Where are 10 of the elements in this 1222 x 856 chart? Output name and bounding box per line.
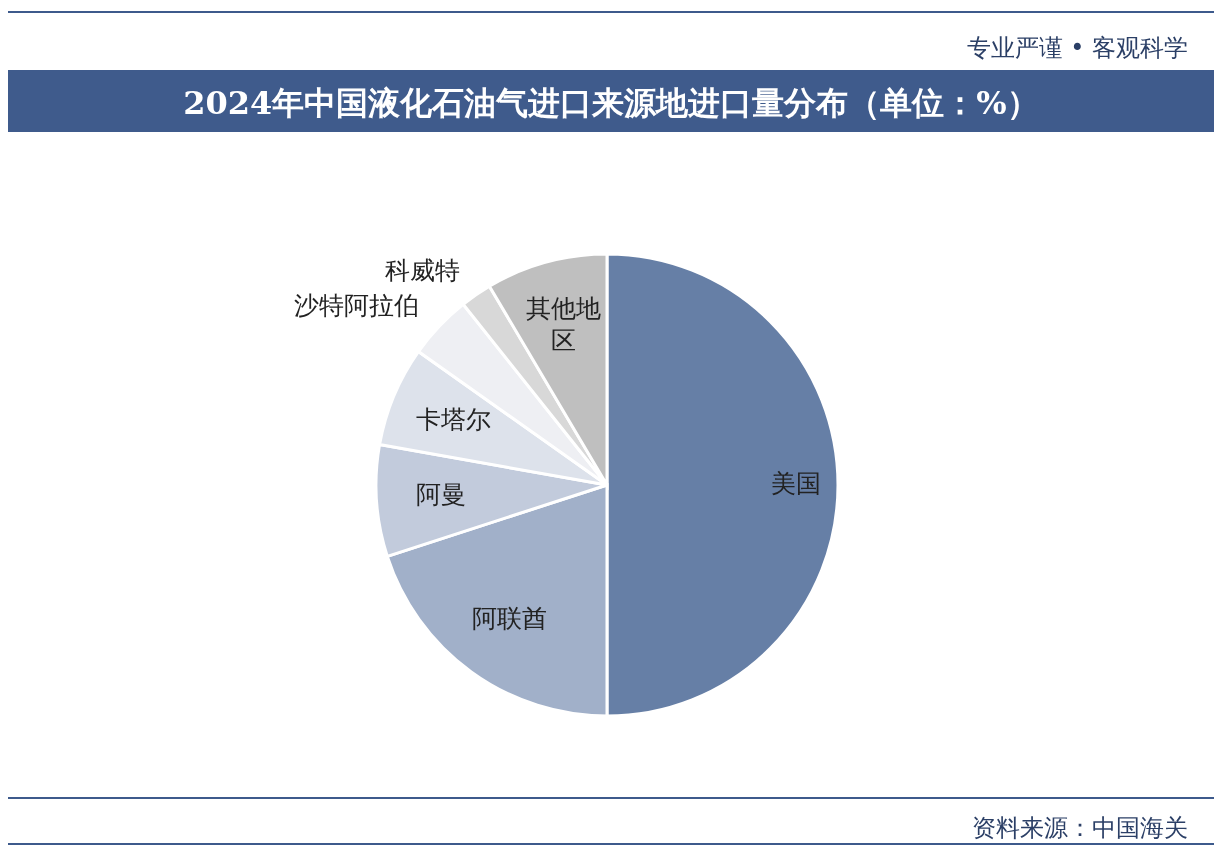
chart-title: 2024年中国液化石油气进口来源地进口量分布（单位：%） (183, 84, 1039, 122)
text: 专业严谨 • 客观科学 (966, 34, 1188, 62)
text: 资料来源：中国海关 (972, 814, 1188, 842)
slice-label: 其他地区 (525, 293, 601, 355)
slice-label: 科威特 (385, 255, 461, 285)
slice-label: 卡塔尔 (416, 404, 492, 434)
slice-label: 美国 (771, 469, 822, 498)
slice-label: 阿曼 (416, 480, 467, 510)
slice-label: 沙特阿拉伯 (293, 291, 419, 321)
slice-label: 阿联酋 (471, 603, 547, 633)
